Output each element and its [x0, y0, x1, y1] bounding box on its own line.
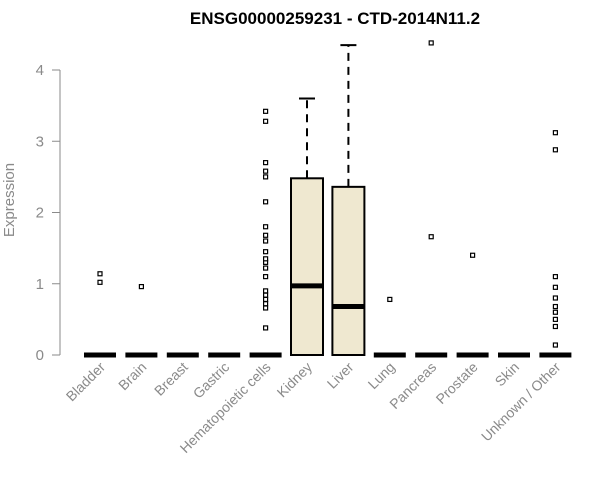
box-unknown-other: [539, 130, 572, 358]
outlier-point: [263, 168, 269, 174]
y-axis: 0 1 2 3 4: [36, 62, 61, 364]
y-tick-label: 3: [36, 133, 44, 150]
outlier-point: [138, 284, 144, 290]
x-tick-label: Bladder: [63, 359, 109, 405]
x-tick-label: Prostate: [433, 359, 481, 407]
x-tick-label: Liver: [324, 359, 357, 392]
outlier-point: [552, 284, 559, 290]
y-axis-label: Expression: [1, 163, 18, 237]
outlier-point: [387, 296, 393, 303]
y-tick-label: 2: [36, 205, 44, 222]
box-bladder: [84, 271, 116, 358]
y-tick-label: 4: [36, 62, 44, 79]
outlier-point: [263, 301, 269, 307]
x-tick-label: Kidney: [274, 359, 316, 401]
x-tick-label: Breast: [151, 359, 191, 399]
x-tick-label: Brain: [115, 359, 149, 393]
outlier-point: [428, 40, 434, 46]
box-rect: [290, 177, 324, 356]
outlier-point: [263, 292, 269, 298]
box-kidney: [290, 97, 324, 356]
outlier-point: [97, 279, 103, 285]
box-rect: [331, 185, 366, 356]
box-pancreas: [415, 40, 448, 358]
chart-title: ENSG00000259231 - CTD-2014N11.2: [190, 9, 480, 28]
outlier-point: [263, 296, 269, 303]
box-prostate: [456, 252, 489, 358]
outlier-point: [552, 147, 559, 153]
outlier-point: [470, 252, 476, 258]
boxes: [84, 40, 572, 358]
outlier-point: [263, 174, 269, 180]
outlier-point: [263, 118, 269, 124]
outlier-point: [552, 130, 559, 136]
outlier-point: [263, 265, 269, 271]
outlier-point: [263, 199, 269, 205]
outlier-point: [552, 342, 559, 348]
outlier-point: [263, 325, 269, 331]
outlier-point: [263, 108, 269, 114]
outlier-point: [263, 232, 269, 238]
outlier-point: [552, 316, 559, 322]
outlier-point: [552, 303, 559, 310]
y-tick-label: 0: [36, 347, 44, 364]
x-tick-label: Unknown / Other: [478, 359, 564, 445]
outlier-point: [552, 295, 559, 301]
outlier-point: [552, 274, 559, 280]
box-liver: [331, 44, 366, 356]
outlier-point: [263, 274, 269, 280]
y-tick-label: 1: [36, 276, 44, 293]
outlier-point: [263, 249, 269, 255]
outlier-point: [552, 309, 559, 315]
box-lung: [373, 296, 406, 358]
x-tick-label: Lung: [365, 359, 398, 392]
outlier-point: [263, 160, 269, 166]
outlier-point: [263, 238, 269, 244]
outlier-point: [263, 305, 269, 311]
box-brain: [125, 284, 158, 358]
outlier-point: [263, 288, 269, 294]
outlier-point: [97, 271, 103, 277]
outlier-point: [263, 256, 269, 262]
x-tick-label: Skin: [492, 359, 523, 390]
outlier-point: [263, 224, 269, 230]
outlier-point: [428, 234, 434, 240]
outlier-point: [552, 323, 559, 330]
box-hematopoietic-cells: [249, 108, 282, 358]
